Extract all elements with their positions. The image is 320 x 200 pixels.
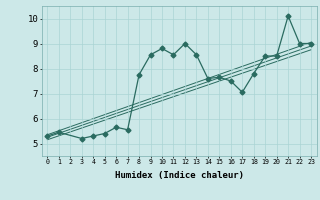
X-axis label: Humidex (Indice chaleur): Humidex (Indice chaleur) <box>115 171 244 180</box>
